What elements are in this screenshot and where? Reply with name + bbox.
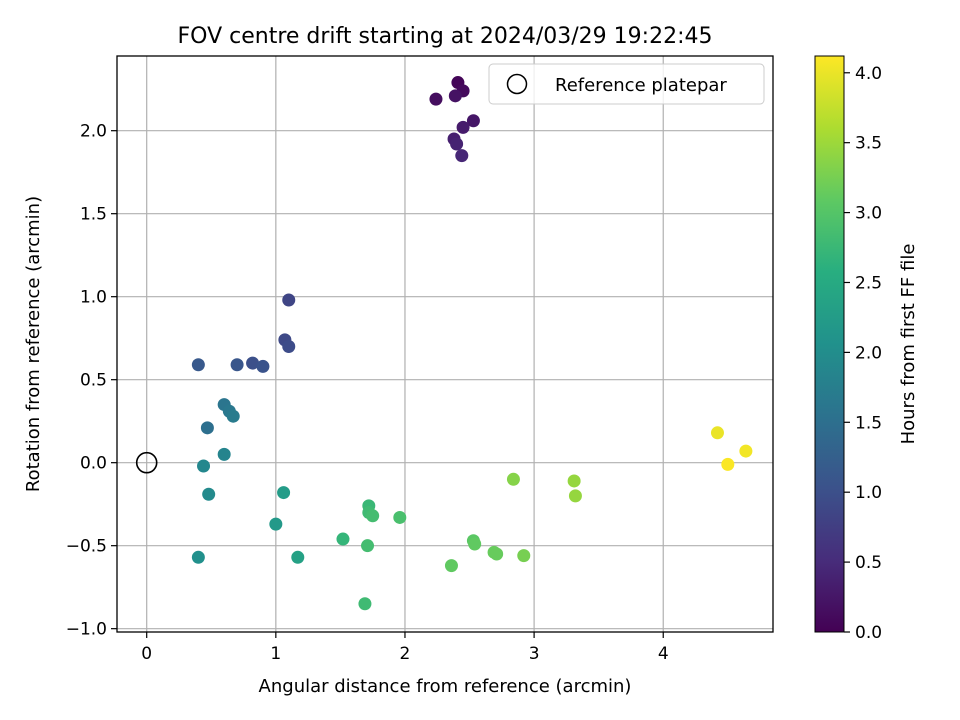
data-point — [226, 409, 240, 423]
colorbar-tick-label: 1.0 — [855, 483, 882, 503]
x-tick-label: 0 — [141, 644, 152, 664]
data-point — [336, 532, 350, 546]
data-point — [191, 358, 205, 372]
data-points — [191, 76, 753, 611]
colorbar-tick-label: 2.5 — [855, 273, 882, 293]
colorbar-tick-label: 3.5 — [855, 134, 882, 154]
y-tick-label: −0.5 — [66, 537, 107, 557]
data-point — [217, 447, 231, 461]
reference-layer — [135, 451, 158, 474]
data-point — [456, 120, 470, 134]
x-tick-label: 3 — [529, 644, 540, 664]
data-point — [291, 550, 305, 564]
colorbar-tick-label: 1.5 — [855, 413, 882, 433]
x-tick-label: 2 — [400, 644, 411, 664]
colorbar-label: Hours from first FF file — [898, 244, 919, 445]
data-point — [282, 339, 296, 353]
y-tick-label: 0.0 — [80, 454, 107, 474]
data-point — [448, 89, 462, 103]
data-point — [490, 547, 504, 561]
legend-reference-marker — [506, 73, 528, 95]
data-point — [506, 472, 520, 486]
data-point — [197, 459, 211, 473]
data-point — [721, 457, 735, 471]
x-axis-label: Angular distance from reference (arcmin) — [259, 676, 632, 697]
chart-title: FOV centre drift starting at 2024/03/29 … — [178, 24, 713, 49]
data-point — [246, 356, 260, 370]
colorbar: 0.0 0.5 1.0 1.5 2.0 2.5 3.0 3.5 4.0 Hours from f… — [814, 55, 919, 643]
data-point — [450, 137, 464, 151]
data-point — [393, 510, 407, 524]
data-point — [202, 487, 216, 501]
data-point — [358, 597, 372, 611]
data-point — [429, 92, 443, 106]
x-tick-label: 1 — [270, 644, 281, 664]
data-point — [282, 293, 296, 307]
data-point — [269, 517, 283, 531]
legend-box — [488, 63, 765, 105]
plot-frame — [116, 55, 774, 633]
data-point — [200, 421, 214, 435]
data-point — [366, 509, 380, 523]
grid — [117, 56, 773, 632]
y-tick-label: 1.0 — [80, 288, 107, 308]
reference-platepar-marker — [135, 451, 158, 474]
data-point — [444, 559, 458, 573]
data-point — [710, 426, 724, 440]
data-point — [191, 550, 205, 564]
legend-label-reference: Reference platepar — [555, 75, 727, 96]
data-point — [567, 474, 581, 488]
data-point — [466, 114, 480, 128]
data-point — [361, 539, 375, 553]
data-point — [739, 444, 753, 458]
y-tick-label: −1.0 — [66, 620, 107, 640]
x-tick-label: 4 — [658, 644, 669, 664]
colorbar-tick-label: 0.5 — [855, 553, 882, 573]
y-tick-label: 1.5 — [80, 205, 107, 225]
data-point — [568, 489, 582, 503]
y-axis-ticks: −1.0 −0.5 0.0 0.5 1.0 1.5 2.0 — [66, 122, 117, 640]
colorbar-tick-label: 2.0 — [855, 343, 882, 363]
data-point — [256, 359, 270, 373]
data-point — [277, 486, 291, 500]
y-axis-label: Rotation from reference (arcmin) — [23, 196, 44, 492]
data-point — [468, 537, 482, 551]
data-point — [455, 149, 469, 163]
data-point — [230, 358, 244, 372]
y-tick-label: 2.0 — [80, 122, 107, 142]
colorbar-ticks: 0.0 0.5 1.0 1.5 2.0 2.5 3.0 3.5 4.0 — [844, 64, 882, 643]
legend: Reference platepar — [488, 63, 765, 105]
colorbar-gradient — [814, 55, 845, 633]
y-tick-label: 0.5 — [80, 371, 107, 391]
colorbar-tick-label: 3.0 — [855, 204, 882, 224]
data-point — [517, 549, 531, 563]
x-axis-ticks: 0 1 2 3 4 — [141, 632, 669, 664]
colorbar-tick-label: 4.0 — [855, 64, 882, 84]
colorbar-tick-label: 0.0 — [855, 623, 882, 643]
